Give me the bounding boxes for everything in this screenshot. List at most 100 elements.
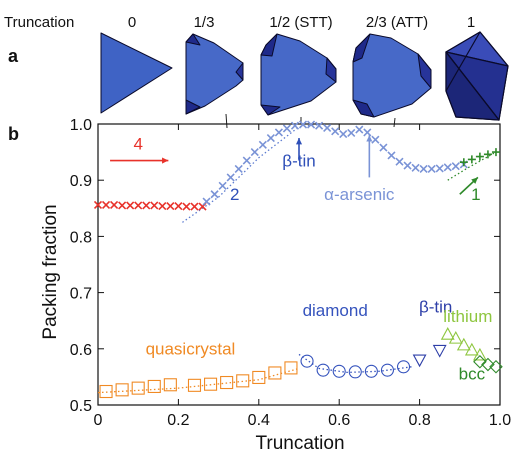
y-tick-label: 0.6 (70, 342, 92, 359)
data-point (99, 384, 113, 399)
panel-label-a: a (8, 46, 19, 66)
data-point (473, 354, 487, 369)
data-point (290, 121, 300, 130)
data-point (448, 330, 463, 344)
data-point (443, 163, 452, 172)
data-point (187, 378, 202, 392)
x-tick-label: 0 (94, 412, 103, 429)
data-point (379, 143, 388, 152)
data-point (274, 128, 283, 137)
data-point (110, 200, 119, 209)
plot-area: 0 0.2 0.4 0.6 0.8 1.0 0.5 0.6 0.7 0.8 0.9 1.0 4 2 β-… (70, 117, 511, 429)
data-point (348, 365, 362, 379)
data-point (332, 364, 346, 378)
data-point (226, 173, 235, 182)
truncated-tetrahedron-icon (352, 33, 432, 118)
data-point (300, 354, 314, 368)
data-point (355, 125, 364, 134)
data-point (236, 374, 250, 388)
x-tick-label: 0.2 (167, 412, 189, 429)
data-point (258, 140, 267, 149)
data-point (115, 383, 129, 397)
data-point (419, 164, 428, 174)
annotation-label: 1 (471, 185, 480, 204)
octahedron-icon (445, 31, 509, 121)
arrow-head (295, 138, 303, 145)
data-point (315, 121, 324, 130)
annotation-label: β-tin (282, 152, 315, 171)
annotation-label: lithium (443, 307, 492, 326)
data-point (284, 361, 298, 375)
data-point (456, 337, 471, 351)
data-point (371, 135, 380, 144)
annotation-labels: 4 2 β-tin α-arsenic 1 quasicrystal diamond β-ti… (133, 134, 492, 383)
data-point (101, 200, 111, 209)
data-point (142, 201, 151, 210)
data-point (174, 201, 183, 211)
data-point (363, 128, 372, 137)
connector-line (225, 113, 228, 129)
y-tick-label: 1.0 (70, 117, 92, 134)
data-point (432, 344, 447, 358)
y-axis-title: Packing fraction (40, 204, 61, 339)
data-point (475, 152, 484, 161)
x-tick-label: 0.6 (328, 412, 350, 429)
x-axis: 0 0.2 0.4 0.6 0.8 1.0 (94, 124, 511, 429)
data-point (306, 120, 316, 129)
data-point (380, 363, 394, 377)
data-point (481, 357, 495, 372)
arrow-head (471, 177, 478, 184)
data-point (316, 363, 330, 377)
fit-line (182, 123, 324, 223)
data-point (250, 148, 259, 157)
data-point (118, 201, 127, 210)
data-point (163, 378, 177, 392)
data-point (182, 202, 191, 211)
x-tick-label: 0.8 (408, 412, 430, 429)
data-point (489, 360, 503, 374)
data-point (218, 181, 227, 190)
data-point (427, 164, 436, 174)
annotation-label: 4 (133, 134, 142, 153)
data-point (467, 155, 476, 164)
data-point (147, 379, 161, 394)
data-point (451, 162, 460, 171)
data-point (459, 158, 468, 167)
data-point (403, 161, 412, 170)
truncation-label-0: 0 (128, 14, 136, 31)
data-point (220, 375, 234, 390)
data-point (242, 156, 251, 165)
truncation-label-1-2: 1/2 (STT) (269, 14, 332, 31)
data-point (210, 190, 219, 199)
y-tick-label: 0.9 (70, 173, 92, 190)
annotation-label: quasicrystal (146, 339, 236, 358)
data-point (150, 201, 159, 210)
data-point (282, 124, 292, 133)
annotation-label: α-arsenic (324, 185, 395, 204)
data-point (483, 150, 492, 159)
data-point (134, 201, 143, 210)
x-axis-title: Truncation (255, 433, 344, 454)
annotation-label: 2 (230, 185, 239, 204)
x-tick-label: 0.4 (248, 412, 270, 429)
data-point (126, 201, 135, 210)
truncation-label-2-3: 2/3 (ATT) (366, 14, 428, 31)
fit-line (298, 353, 412, 374)
data-point (387, 151, 396, 160)
data-point (190, 202, 199, 211)
data-point (204, 377, 218, 391)
data-point (331, 127, 340, 136)
data-markers (93, 120, 503, 399)
arrow-head (366, 135, 373, 142)
data-point (158, 201, 167, 211)
truncation-label-1-3: 1/3 (194, 14, 215, 31)
data-point (202, 197, 211, 206)
data-point (472, 347, 487, 361)
data-point (166, 201, 175, 211)
data-point (412, 354, 427, 368)
fit-line (447, 151, 497, 181)
truncation-row-label: Truncation (4, 14, 74, 31)
data-point (234, 164, 243, 174)
data-point (491, 148, 500, 157)
